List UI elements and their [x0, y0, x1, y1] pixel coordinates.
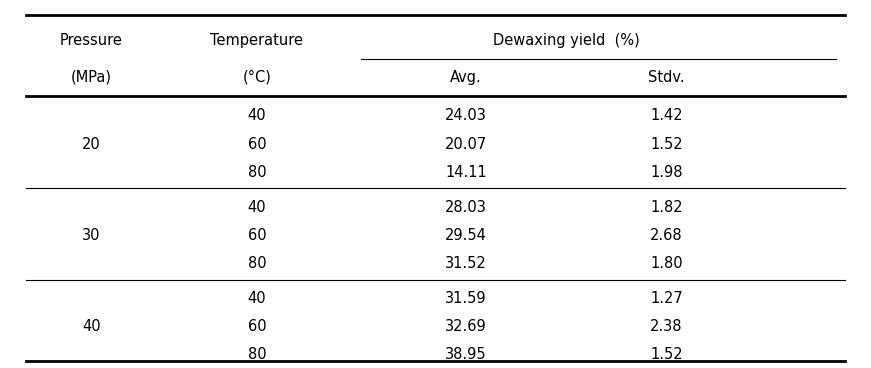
Text: Temperature: Temperature	[211, 33, 303, 48]
Text: 14.11: 14.11	[445, 166, 487, 180]
Text: (°C): (°C)	[242, 70, 272, 85]
Text: 60: 60	[247, 319, 267, 334]
Text: 40: 40	[82, 319, 101, 334]
Text: 38.95: 38.95	[445, 347, 487, 361]
Text: Pressure: Pressure	[60, 33, 123, 48]
Text: 24.03: 24.03	[445, 109, 487, 123]
Text: 20.07: 20.07	[445, 137, 487, 152]
Text: 31.59: 31.59	[445, 291, 487, 306]
Text: 1.42: 1.42	[650, 109, 683, 123]
Text: 2.68: 2.68	[650, 228, 683, 243]
Text: 29.54: 29.54	[445, 228, 487, 243]
Text: 80: 80	[247, 347, 267, 361]
Text: 1.98: 1.98	[650, 166, 683, 180]
Text: 1.52: 1.52	[650, 137, 683, 152]
Text: 20: 20	[82, 137, 101, 152]
Text: 30: 30	[82, 228, 101, 243]
Text: 80: 80	[247, 256, 267, 271]
Text: 80: 80	[247, 166, 267, 180]
Text: 60: 60	[247, 137, 267, 152]
Text: Dewaxing yield  (%): Dewaxing yield (%)	[493, 33, 639, 48]
Text: 1.27: 1.27	[650, 291, 683, 306]
Text: 2.38: 2.38	[650, 319, 683, 334]
Text: 60: 60	[247, 228, 267, 243]
Text: 1.82: 1.82	[650, 201, 683, 215]
Text: (MPa): (MPa)	[71, 70, 112, 85]
Text: 40: 40	[247, 201, 267, 215]
Text: 1.80: 1.80	[650, 256, 683, 271]
Text: 40: 40	[247, 291, 267, 306]
Text: 28.03: 28.03	[445, 201, 487, 215]
Text: 31.52: 31.52	[445, 256, 487, 271]
Text: 40: 40	[247, 109, 267, 123]
Text: 1.52: 1.52	[650, 347, 683, 361]
Text: Avg.: Avg.	[450, 70, 482, 85]
Text: Stdv.: Stdv.	[648, 70, 685, 85]
Text: 32.69: 32.69	[445, 319, 487, 334]
